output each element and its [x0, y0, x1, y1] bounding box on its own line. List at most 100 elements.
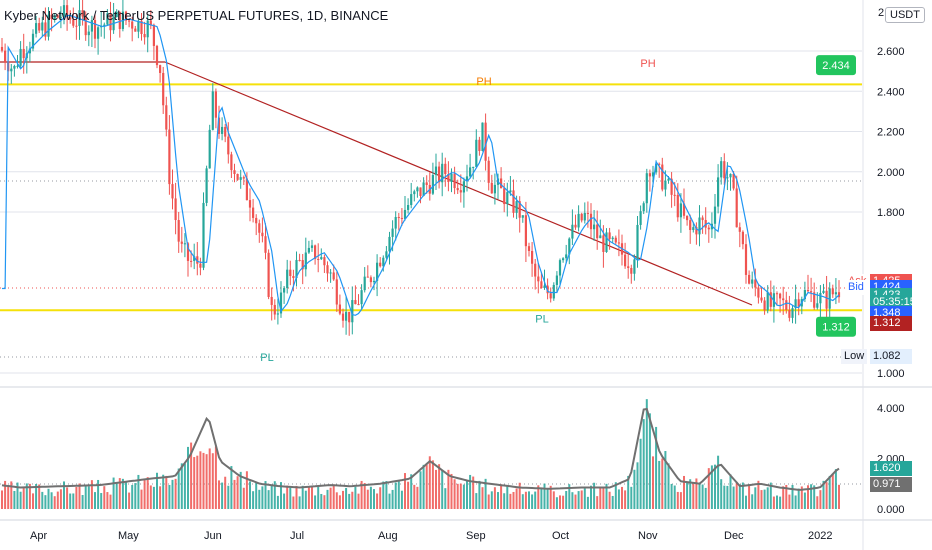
candle-body [630, 267, 633, 274]
candle-body [211, 91, 214, 130]
candle-body [558, 260, 562, 276]
volume-bar [165, 475, 168, 509]
volume-bar [202, 452, 205, 509]
candle-body [227, 136, 230, 155]
volume-bar [301, 485, 304, 509]
volume-bar [245, 471, 248, 509]
volume-bar [596, 496, 599, 509]
volume-bar [624, 490, 627, 509]
candle-body [459, 190, 462, 193]
candle-body [326, 265, 329, 274]
candle-body [388, 236, 391, 252]
volume-bar [87, 486, 90, 509]
candle-body [422, 182, 425, 196]
candle-body [803, 290, 806, 300]
candle-body [360, 290, 363, 305]
candle-body [540, 281, 543, 288]
candle-body [146, 20, 149, 38]
candle-body [407, 205, 410, 210]
candle-body [152, 24, 155, 46]
volume-bar [152, 486, 155, 509]
candle-body [44, 22, 47, 37]
volume-bar [286, 485, 289, 509]
pivot-label: PH [640, 58, 655, 70]
volume-bar [382, 481, 385, 509]
volume-bar [267, 490, 270, 509]
candle-body [531, 250, 534, 264]
candle-body [534, 263, 537, 277]
candle-body [199, 263, 202, 268]
volume-bar [428, 456, 431, 509]
candle-body [797, 299, 800, 307]
volume-bar [264, 481, 267, 509]
price-tick: 2.200 [877, 127, 905, 139]
volume-bar [366, 489, 369, 509]
candle-body [22, 48, 25, 59]
candle-body [741, 231, 744, 245]
volume-bar [741, 482, 744, 509]
volume-bar [819, 490, 822, 509]
candle-body [310, 245, 314, 248]
volume-bar [648, 413, 651, 509]
chart-title: Kyber Network / TetherUS PERPETUAL FUTUR… [4, 8, 389, 23]
volume-bar [214, 446, 217, 509]
volume-bar [171, 479, 174, 509]
candle-body [794, 299, 797, 309]
volume-bar [531, 494, 534, 509]
candle-body [106, 13, 109, 25]
price-tick: 1.800 [877, 207, 905, 219]
volume-bar [772, 496, 775, 509]
volume-bar [242, 487, 245, 509]
candle-body [577, 213, 580, 228]
candle-body [717, 177, 720, 207]
volume-bar [249, 481, 251, 509]
volume-bar [376, 493, 379, 509]
volume-bar [134, 483, 137, 509]
volume-bar [50, 492, 53, 509]
candle-body [59, 17, 62, 19]
volume-bar [295, 485, 298, 509]
candle-body [230, 154, 233, 171]
time-tick: Jun [204, 530, 222, 542]
candle-body [751, 279, 754, 284]
volume-bar [506, 486, 509, 509]
volume-bar [484, 478, 487, 509]
currency-button[interactable]: USDT [885, 7, 925, 23]
volume-bar [689, 479, 692, 509]
volume-bar [729, 474, 732, 509]
volume-bar [407, 481, 410, 509]
candle-body [217, 117, 221, 134]
candle-body [614, 237, 617, 243]
volume-bar [208, 448, 211, 509]
volume-bar [642, 419, 645, 509]
candle-body [735, 188, 738, 228]
time-tick: 2022 [808, 530, 832, 542]
volume-bar [345, 487, 348, 509]
volume-bar [524, 491, 527, 509]
volume-bar [416, 486, 419, 509]
volume-bar [289, 487, 292, 509]
volume-bar [16, 482, 19, 509]
candle-body [72, 19, 75, 26]
candle-body [524, 215, 527, 247]
candle-body [738, 227, 741, 232]
candle-body [537, 276, 540, 282]
volume-bar [614, 482, 617, 509]
volume-bar [686, 482, 689, 509]
candle-body [645, 173, 648, 204]
candle-body [348, 311, 351, 323]
candle-body [639, 211, 642, 225]
volume-bar [90, 480, 93, 509]
volume-bar [698, 483, 701, 509]
volume-bar [515, 488, 518, 509]
volume-bar [78, 483, 81, 509]
candle-body [624, 254, 627, 267]
volume-bar [617, 489, 620, 509]
candle-body [413, 191, 416, 195]
candle-body [19, 48, 22, 66]
volume-bar [769, 482, 772, 509]
candle-body [605, 232, 608, 252]
volume-bar [397, 481, 400, 509]
price-tick: 1.000 [877, 368, 905, 380]
